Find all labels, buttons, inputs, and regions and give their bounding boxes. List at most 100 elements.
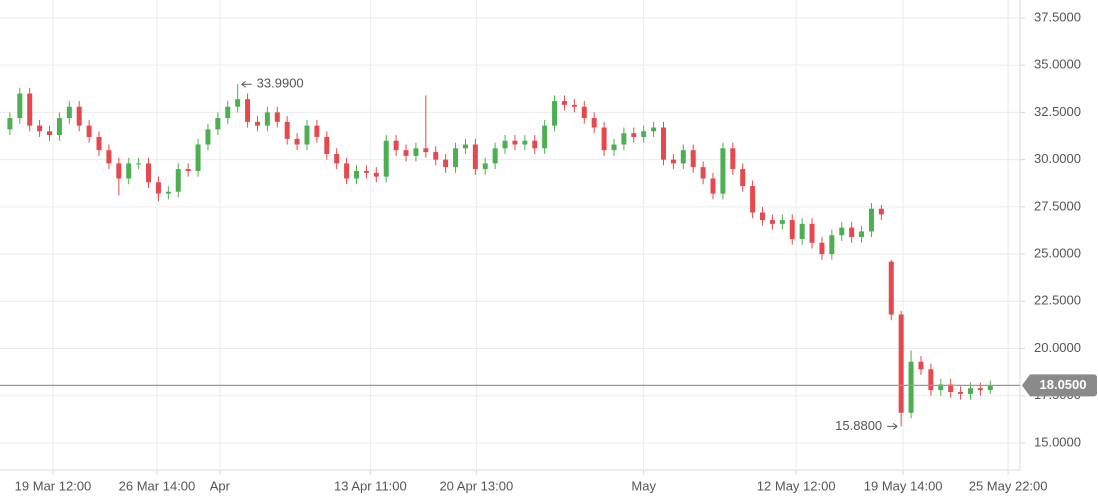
candle-body	[760, 212, 766, 221]
candle-body	[155, 182, 161, 194]
candle-body	[571, 104, 577, 107]
candle-body	[7, 118, 13, 130]
candle-body	[779, 220, 785, 224]
candle-body	[651, 127, 657, 132]
candle-body	[354, 170, 360, 179]
candle-body	[294, 138, 300, 145]
x-tick-label: 20 Apr 13:00	[439, 478, 513, 493]
candle-body	[789, 220, 795, 239]
candle-body	[175, 169, 181, 192]
candle-body	[116, 163, 122, 179]
x-tick-label: Apr	[210, 478, 231, 493]
candle-body	[373, 172, 379, 177]
candle-body	[532, 140, 538, 149]
candle-body	[363, 170, 369, 173]
candle-body	[670, 159, 676, 164]
candle-body	[47, 131, 53, 136]
y-tick-label: 37.5000	[1034, 9, 1081, 24]
candle-body	[948, 384, 954, 392]
x-tick-label: 13 Apr 11:00	[334, 478, 407, 493]
candle-body	[383, 140, 389, 177]
candle-body	[849, 227, 855, 238]
candle-body	[522, 140, 528, 145]
candle-body	[284, 121, 290, 139]
candle-body	[403, 150, 409, 156]
candle-body	[561, 101, 567, 105]
candle-body	[324, 136, 330, 154]
candle-body	[27, 93, 33, 126]
candle-body	[898, 314, 904, 413]
candle-body	[443, 159, 449, 168]
y-tick-label: 35.0000	[1034, 57, 1081, 72]
candle-body	[17, 93, 23, 119]
y-tick-label: 20.0000	[1034, 340, 1081, 355]
candle-body	[700, 167, 706, 179]
candle-body	[165, 191, 171, 194]
candle-body	[146, 163, 152, 183]
candle-body	[799, 223, 805, 239]
candle-body	[472, 144, 478, 170]
y-tick-label: 30.0000	[1034, 151, 1081, 166]
candle-body	[591, 118, 597, 128]
candle-body	[918, 361, 924, 370]
x-tick-label: May	[631, 478, 656, 493]
candle-body	[245, 99, 251, 122]
candle-body	[195, 144, 201, 171]
candle-body	[581, 106, 587, 119]
x-tick-label: 26 Mar 14:00	[119, 478, 196, 493]
candle-body	[66, 106, 72, 119]
candle-body	[106, 150, 112, 164]
candle-body	[185, 169, 191, 171]
max-label: 33.9900	[257, 76, 304, 91]
candle-body	[769, 220, 775, 224]
candle-body	[423, 148, 429, 153]
candle-body	[967, 388, 973, 394]
candle-body	[750, 186, 756, 213]
candle-body	[126, 163, 132, 179]
y-tick-label: 32.5000	[1034, 104, 1081, 119]
candle-body	[482, 163, 488, 170]
candle-body	[413, 148, 419, 156]
x-tick-label: 25 May 22:00	[969, 478, 1048, 493]
candle-body	[462, 144, 468, 149]
candle-body	[344, 163, 350, 179]
candle-body	[601, 127, 607, 151]
candle-body	[542, 125, 548, 149]
candle-body	[710, 178, 716, 194]
candle-body	[720, 148, 726, 194]
candle-body	[215, 118, 221, 130]
candle-body	[334, 153, 340, 164]
candle-body	[37, 125, 43, 132]
candle-body	[254, 121, 260, 126]
candle-body	[977, 388, 983, 391]
candle-body	[631, 133, 637, 137]
candle-body	[96, 136, 102, 151]
candle-body	[888, 261, 894, 315]
x-tick-label: 12 May 12:00	[757, 478, 836, 493]
candle-body	[314, 125, 320, 137]
candle-body	[868, 208, 874, 232]
candle-body	[859, 231, 865, 238]
x-tick-label: 19 Mar 12:00	[15, 478, 92, 493]
arrow-head	[892, 422, 898, 430]
candle-body	[502, 140, 508, 149]
candle-body	[453, 148, 459, 168]
y-tick-label: 22.5000	[1034, 293, 1081, 308]
candle-body	[680, 150, 686, 164]
candle-body	[274, 112, 280, 122]
y-tick-label: 27.5000	[1034, 198, 1081, 213]
candle-body	[621, 133, 627, 145]
candle-body	[264, 112, 270, 126]
candle-body	[690, 150, 696, 168]
last-price-label: 18.0500	[1040, 377, 1087, 392]
y-tick-label: 15.0000	[1034, 434, 1081, 449]
candle-body	[878, 208, 884, 215]
arrow-head	[241, 80, 246, 88]
candle-body	[958, 391, 964, 394]
candle-body	[660, 127, 666, 160]
candle-body	[393, 140, 399, 151]
candle-body	[512, 140, 518, 145]
candle-body	[829, 235, 835, 255]
candle-body	[839, 227, 845, 236]
